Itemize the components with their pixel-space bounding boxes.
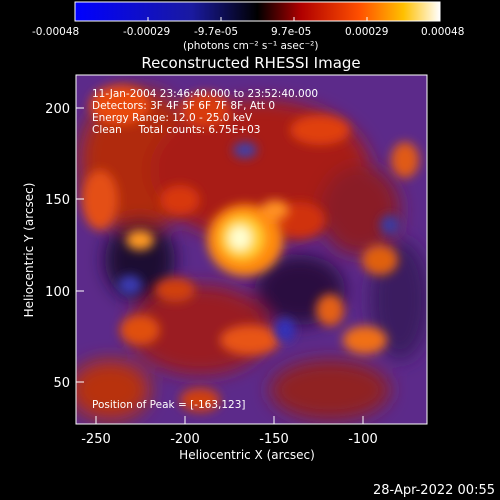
colorbar-units: (photons cm⁻² s⁻¹ asec⁻²)	[183, 40, 318, 52]
colorbar-tick-label: -9.7e-05	[194, 26, 238, 38]
y-tick-label: 50	[53, 376, 70, 391]
x-tick-label: -150	[259, 432, 289, 447]
y-tick-label: 150	[45, 193, 70, 208]
info-detectors: Detectors: 3F 4F 5F 6F 7F 8F, Att 0	[92, 100, 275, 112]
y-axis-ticks	[76, 107, 84, 383]
flare-image	[76, 75, 427, 424]
info-clean-counts: Clean Total counts: 6.75E+03	[92, 124, 261, 136]
y-tick-label: 100	[45, 285, 70, 300]
x-tick-label: -100	[348, 432, 378, 447]
info-energy-range: Energy Range: 12.0 - 25.0 keV	[92, 112, 253, 124]
x-axis-ticks	[95, 416, 364, 424]
x-tick-label: -250	[81, 432, 111, 447]
plot-timestamp: 28-Apr-2022 00:55	[373, 483, 495, 498]
colorbar-tick-label: 0.00048	[421, 26, 464, 38]
peak-position-label: Position of Peak = [-163,123]	[92, 399, 246, 411]
colorbar-ticks	[74, 17, 441, 21]
colorbar	[74, 1, 441, 22]
colorbar-tick-label: 9.7e-05	[271, 26, 311, 38]
x-axis-label: Heliocentric X (arcsec)	[179, 448, 315, 462]
info-time-range: 11-Jan-2004 23:46:40.000 to 23:52:40.000	[92, 88, 318, 100]
colorbar-tick-label: 0.00029	[345, 26, 388, 38]
plot-frame	[75, 74, 428, 425]
colorbar-tick-label: -0.00048	[32, 26, 79, 38]
plot-title: Reconstructed RHESSI Image	[141, 54, 360, 72]
colorbar-tick-label: -0.00029	[123, 26, 170, 38]
x-tick-label: -200	[170, 432, 200, 447]
y-axis-label: Heliocentric Y (arcsec)	[22, 183, 36, 318]
y-tick-label: 200	[45, 102, 70, 117]
